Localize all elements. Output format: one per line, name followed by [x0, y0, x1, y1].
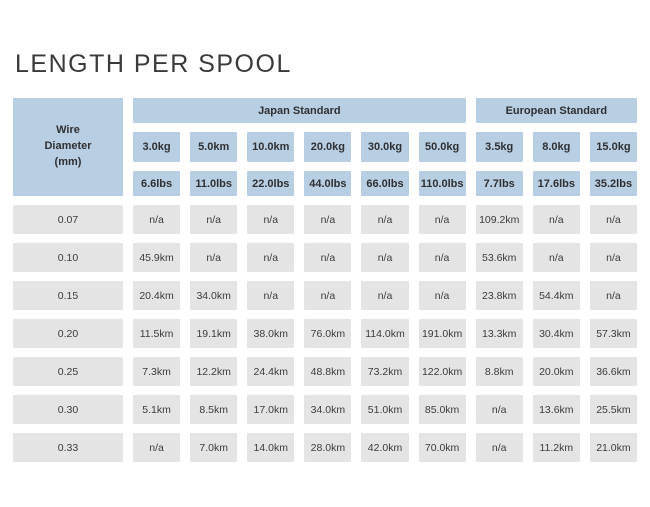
wire-diameter-corner-header: Wire Diameter (mm) — [13, 98, 123, 196]
weight-lbs-header: 6.6lbs — [133, 171, 181, 196]
weight-kg-header: 30.0kg — [361, 132, 409, 162]
length-value-cell: 7.0km — [190, 433, 238, 462]
length-value-cell: 24.4km — [247, 357, 295, 386]
weight-kg-header: 3.5kg — [475, 132, 523, 162]
length-value-cell: n/a — [304, 281, 352, 310]
european-standard-group-header: European Standard — [475, 98, 637, 123]
length-value-cell: n/a — [247, 205, 295, 234]
length-value-cell: n/a — [475, 433, 523, 462]
length-value-cell: 13.3km — [475, 319, 523, 348]
length-value-cell: 21.0km — [589, 433, 637, 462]
length-value-cell: 28.0km — [304, 433, 352, 462]
length-value-cell: n/a — [589, 243, 637, 272]
weight-kg-header: 50.0kg — [418, 132, 466, 162]
length-value-cell: n/a — [133, 205, 181, 234]
length-value-cell: 17.0km — [247, 395, 295, 424]
length-value-cell: 14.0km — [247, 433, 295, 462]
length-value-cell: n/a — [361, 281, 409, 310]
length-value-cell: 57.3km — [589, 319, 637, 348]
length-value-cell: 36.6km — [589, 357, 637, 386]
length-value-cell: 85.0km — [418, 395, 466, 424]
length-value-cell: 19.1km — [190, 319, 238, 348]
length-value-cell: 45.9km — [133, 243, 181, 272]
length-value-cell: n/a — [418, 281, 466, 310]
weight-kg-header: 10.0km — [247, 132, 295, 162]
length-value-cell: n/a — [589, 205, 637, 234]
length-value-cell: 191.0km — [418, 319, 466, 348]
weight-lbs-header: 22.0lbs — [247, 171, 295, 196]
length-value-cell: n/a — [418, 205, 466, 234]
weight-lbs-header: 44.0lbs — [304, 171, 352, 196]
length-value-cell: 38.0km — [247, 319, 295, 348]
weight-lbs-header: 110.0lbs — [418, 171, 466, 196]
length-value-cell: n/a — [304, 205, 352, 234]
length-value-cell: 122.0km — [418, 357, 466, 386]
length-value-cell: n/a — [190, 243, 238, 272]
length-value-cell: 5.1km — [133, 395, 181, 424]
length-value-cell: n/a — [589, 281, 637, 310]
length-value-cell: n/a — [190, 205, 238, 234]
length-value-cell: 25.5km — [589, 395, 637, 424]
length-value-cell: n/a — [361, 205, 409, 234]
weight-kg-header: 15.0kg — [589, 132, 637, 162]
wire-diameter-cell: 0.30 — [13, 395, 123, 424]
length-value-cell: 114.0km — [361, 319, 409, 348]
length-value-cell: 7.3km — [133, 357, 181, 386]
length-value-cell: 51.0km — [361, 395, 409, 424]
length-value-cell: 54.4km — [532, 281, 580, 310]
spool-table: Wire Diameter (mm) Japan Standard Europe… — [13, 98, 637, 462]
length-value-cell: 70.0km — [418, 433, 466, 462]
wire-diameter-cell: 0.10 — [13, 243, 123, 272]
length-value-cell: 11.2km — [532, 433, 580, 462]
weight-kg-header: 3.0kg — [133, 132, 181, 162]
length-value-cell: 20.0km — [532, 357, 580, 386]
length-value-cell: 11.5km — [133, 319, 181, 348]
wire-diameter-cell: 0.15 — [13, 281, 123, 310]
page-title: LENGTH PER SPOOL — [15, 50, 292, 78]
length-value-cell: 109.2km — [475, 205, 523, 234]
length-value-cell: n/a — [247, 281, 295, 310]
weight-lbs-header: 17.6lbs — [532, 171, 580, 196]
length-value-cell: 42.0km — [361, 433, 409, 462]
weight-lbs-header: 7.7lbs — [475, 171, 523, 196]
length-value-cell: 8.5km — [190, 395, 238, 424]
length-value-cell: 8.8km — [475, 357, 523, 386]
length-value-cell: 23.8km — [475, 281, 523, 310]
length-value-cell: n/a — [361, 243, 409, 272]
wire-diameter-cell: 0.20 — [13, 319, 123, 348]
weight-kg-header: 8.0kg — [532, 132, 580, 162]
length-value-cell: 13.6km — [532, 395, 580, 424]
length-value-cell: 76.0km — [304, 319, 352, 348]
wire-diameter-cell: 0.33 — [13, 433, 123, 462]
length-value-cell: 20.4km — [133, 281, 181, 310]
length-value-cell: n/a — [247, 243, 295, 272]
weight-kg-header: 5.0km — [190, 132, 238, 162]
length-value-cell: n/a — [532, 243, 580, 272]
weight-lbs-header: 11.0lbs — [190, 171, 238, 196]
length-value-cell: 34.0km — [190, 281, 238, 310]
weight-kg-header: 20.0kg — [304, 132, 352, 162]
weight-lbs-header: 66.0lbs — [361, 171, 409, 196]
length-value-cell: 53.6km — [475, 243, 523, 272]
weight-lbs-header: 35.2lbs — [589, 171, 637, 196]
wire-diameter-cell: 0.25 — [13, 357, 123, 386]
length-value-cell: n/a — [133, 433, 181, 462]
length-value-cell: 30.4km — [532, 319, 580, 348]
japan-standard-group-header: Japan Standard — [133, 98, 466, 123]
length-value-cell: n/a — [532, 205, 580, 234]
length-value-cell: 34.0km — [304, 395, 352, 424]
wire-diameter-cell: 0.07 — [13, 205, 123, 234]
length-value-cell: n/a — [304, 243, 352, 272]
length-value-cell: 73.2km — [361, 357, 409, 386]
length-value-cell: 12.2km — [190, 357, 238, 386]
length-value-cell: 48.8km — [304, 357, 352, 386]
length-value-cell: n/a — [475, 395, 523, 424]
length-value-cell: n/a — [418, 243, 466, 272]
